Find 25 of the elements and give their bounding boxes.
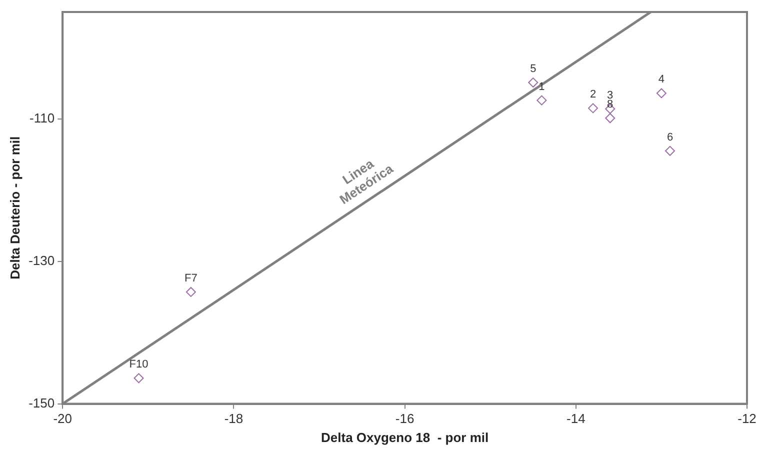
- point: [528, 78, 538, 88]
- annotation: 4: [658, 74, 665, 86]
- point: [186, 286, 196, 297]
- y-tick-label: -150: [28, 395, 55, 410]
- annotation: F7: [184, 272, 198, 284]
- y-tick-label: -110: [30, 110, 55, 126]
- x-tick-label: -14: [566, 411, 586, 426]
- x-axis-title: Delta Oxygeno 18 - por mil: [321, 430, 489, 445]
- x-tick-label: -12: [738, 411, 756, 426]
- annotation: F10: [129, 358, 148, 371]
- point: [656, 88, 666, 98]
- point: [588, 103, 598, 114]
- annotation: 5: [530, 63, 536, 76]
- x-tick-label: -18: [224, 411, 244, 426]
- x-tick-label: -20: [53, 411, 72, 426]
- x-tick-label: -16: [395, 411, 414, 426]
- y-axis-title: Delta Deuterio - por mil: [7, 136, 22, 280]
- annotation: 3: [607, 89, 614, 102]
- y-tick-label: -130: [28, 252, 55, 268]
- point: [134, 373, 144, 384]
- annotation: 6: [666, 131, 674, 144]
- point: [665, 146, 676, 156]
- point: [536, 95, 547, 106]
- point: [605, 113, 616, 124]
- annotation: 2: [590, 88, 596, 101]
